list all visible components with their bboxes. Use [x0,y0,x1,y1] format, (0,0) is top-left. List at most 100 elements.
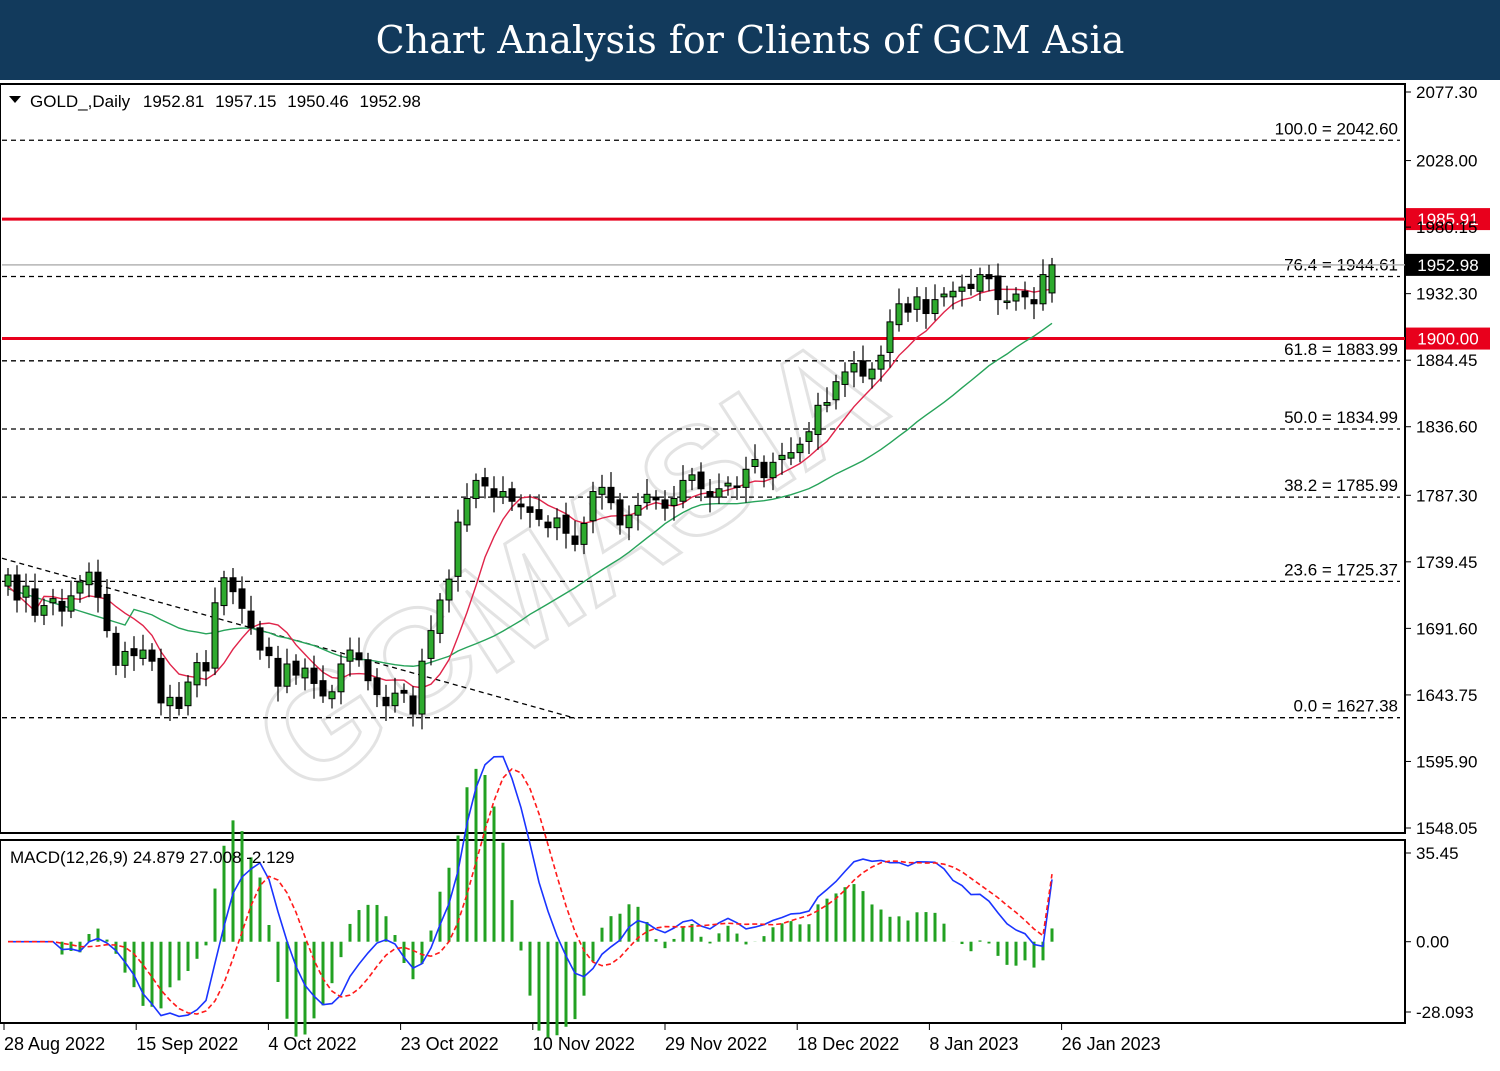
candle [157,657,165,704]
y-tick-label: 1980.15 [1416,218,1477,237]
candle [517,503,525,508]
candle [742,468,750,488]
candle [625,514,633,529]
fib-label-23.6: 23.6 = 1725.37 [1284,560,1398,579]
high-value: 1957.15 [215,92,276,111]
candle [688,474,696,481]
candle [76,581,84,594]
candle [193,662,201,686]
candle [796,443,804,454]
y-tick-label: 1595.90 [1416,752,1477,771]
candle [571,535,579,545]
candle [661,499,669,509]
candle [589,491,597,522]
current-price-tag [1406,253,1490,276]
y-tick-label: 1643.75 [1416,686,1477,705]
candle [868,368,876,380]
candle [292,660,300,676]
candle [346,649,354,662]
candle [544,521,552,529]
candle [859,360,867,377]
candle [175,696,183,709]
candle [463,497,471,526]
candle [409,695,417,715]
candle [886,321,894,353]
candle [265,646,273,657]
candle [283,663,291,687]
candle [949,290,957,298]
collapse-arrow-icon[interactable] [9,96,21,103]
candle [832,381,840,401]
candle [841,371,849,385]
candle [184,681,192,707]
candle [112,632,120,666]
candle [490,488,498,498]
candle [940,293,948,298]
y-tick-label: 1739.45 [1416,553,1477,572]
candle [850,363,858,373]
candle [148,649,156,662]
fib-label-61.8: 61.8 = 1883.99 [1284,340,1398,359]
y-tick-label: 2077.30 [1416,83,1477,102]
candle [382,696,390,707]
candle [616,499,624,526]
candle [400,689,408,694]
candle [472,479,480,499]
candle [877,354,885,370]
price-panel [0,83,1406,834]
y-tick-label: 1691.60 [1416,619,1477,638]
candle [337,663,345,693]
candle [256,627,264,651]
candle [391,692,399,707]
candle [1021,290,1029,298]
y-tick-label: 1932.30 [1416,285,1477,304]
candle [1012,293,1020,302]
candle [598,486,606,495]
macd-y-tick-label: 0.00 [1416,933,1449,952]
candle [1030,299,1038,305]
candle [40,605,48,616]
candle [670,497,678,506]
candle [22,585,30,598]
fib-label-50.0: 50.0 = 1834.99 [1284,408,1398,427]
candle [418,660,426,715]
candle [220,577,228,607]
candle [103,593,111,632]
candle [706,491,714,498]
y-tick-label: 1884.45 [1416,351,1477,370]
candle [634,504,642,516]
symbol-info: GOLD_,Daily 1952.81 1957.15 1950.46 1952… [30,92,421,111]
candle [373,677,381,696]
level-tag-text-0: 1985.91 [1417,210,1478,229]
fib-label-38.2: 38.2 = 1785.99 [1284,476,1398,495]
candle [652,496,660,501]
y-tick-label: 1548.05 [1416,819,1477,838]
candle [904,303,912,313]
candle [139,649,147,659]
candle [913,296,921,310]
candle [643,493,651,504]
candle [715,488,723,498]
candle [166,696,174,707]
candle [580,523,588,545]
candle [499,491,507,498]
candle [481,477,489,487]
candle [247,610,255,629]
macd-y-tick-label: -28.093 [1416,1003,1474,1022]
candle [805,431,813,442]
candle [274,657,282,687]
candle [724,482,732,487]
candle [931,299,939,315]
candle [238,588,246,609]
candle [733,485,741,488]
level-tag-text-1: 1900.00 [1417,330,1478,349]
x-tick-label: 4 Oct 2022 [268,1034,356,1054]
candle [328,691,336,700]
candle [769,461,777,479]
y-tick-label: 1836.60 [1416,418,1477,437]
candle [553,517,561,529]
candle [436,599,444,634]
macd-y-tick-label: 35.45 [1416,844,1459,863]
x-tick-label: 10 Nov 2022 [533,1034,635,1054]
